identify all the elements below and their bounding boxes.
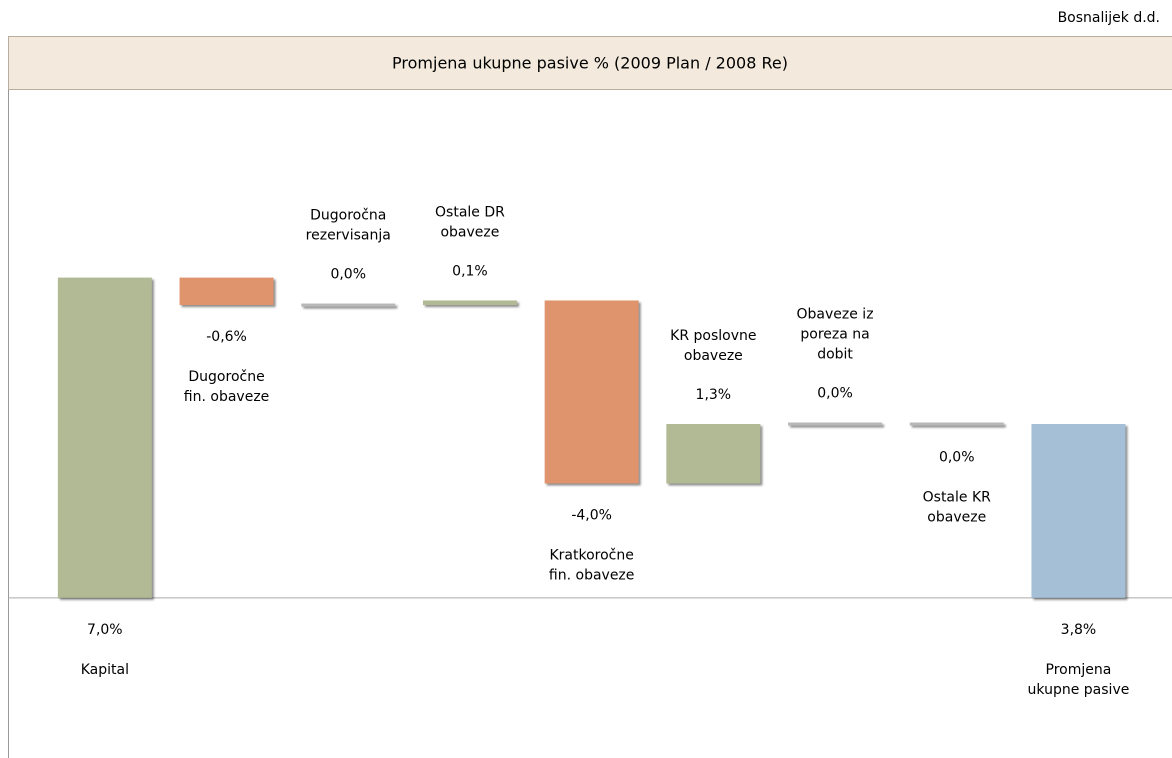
value-label: 0,0% [330,267,366,283]
category-label: Ostale KR [923,490,992,506]
value-label: 0,1% [452,263,488,279]
bar [1031,424,1126,598]
category-label: ukupne pasive [1028,682,1130,698]
bar [301,303,396,307]
category-label: Dugoročne [188,369,264,385]
bar [909,422,1004,426]
value-label: -4,0% [571,507,612,523]
chart-title: Promjena ukupne pasive % (2009 Plan / 20… [392,54,788,73]
bar [788,422,883,426]
bar [179,277,274,306]
category-label: obaveze [927,510,986,526]
bar [544,300,639,484]
category-label: Kratkoročne [549,547,633,563]
category-label: poreza na [800,327,869,343]
category-label: dobit [817,347,853,363]
category-label: Ostale DR [435,204,505,220]
value-label: 0,0% [939,450,975,466]
category-label: Kapital [81,662,129,678]
category-label: KR poslovne [670,328,756,344]
value-label: 3,8% [1061,622,1097,638]
category-label: rezervisanja [306,228,391,244]
category-label: fin. obaveze [184,389,269,405]
category-label: Promjena [1046,662,1112,678]
value-label: 0,0% [817,386,853,402]
category-label: Obaveze iz [797,307,874,323]
category-label: obaveze [440,224,499,240]
bar [422,300,517,306]
bar [666,424,761,484]
value-label: 1,3% [696,387,732,403]
category-label: fin. obaveze [549,567,634,583]
category-label: obaveze [684,348,743,364]
title-bar [8,36,1172,90]
company-name: Bosnalijek d.d. [1058,10,1160,26]
category-label: Dugoročna [310,208,386,224]
bar [57,277,152,598]
value-label: 7,0% [87,622,123,638]
value-label: -0,6% [206,329,247,345]
